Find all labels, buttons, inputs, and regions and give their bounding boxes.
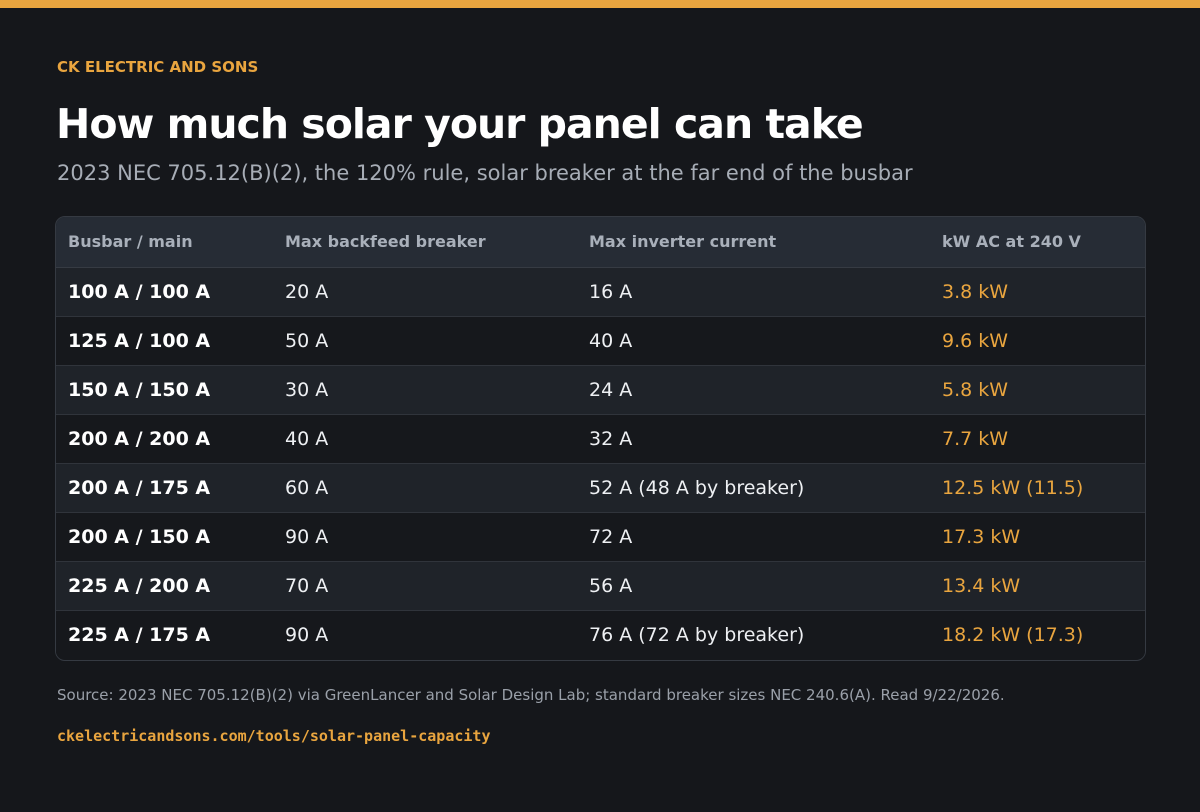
top-accent-bar (0, 0, 1200, 8)
cell-kw-ac: 9.6 kW (930, 316, 1145, 366)
cell-inverter-current: 52 A (48 A by breaker) (577, 463, 930, 513)
table-row: 125 A / 100 A 50 A 40 A 9.6 kW (56, 316, 1145, 366)
table-row: 200 A / 150 A 90 A 72 A 17.3 kW (56, 512, 1145, 562)
cell-inverter-current: 76 A (72 A by breaker) (589, 623, 805, 646)
table-header-row: Busbar / main Max backfeed breaker Max i… (56, 217, 1145, 268)
cell-inverter-current: 72 A (577, 512, 930, 562)
cell-backfeed-breaker: 20 A (273, 267, 577, 317)
cell-kw-ac: 3.8 kW (930, 267, 1145, 317)
cell-inverter-current: 40 A (577, 316, 930, 366)
capacity-table-container: Busbar / main Max backfeed breaker Max i… (55, 216, 1146, 661)
cell-busbar-main: 225 A / 175 A (68, 623, 211, 646)
header-max-backfeed-breaker: Max backfeed breaker (273, 217, 577, 268)
cell-backfeed-breaker: 30 A (273, 365, 577, 415)
table-row: 225 A / 200 A 70 A 56 A 13.4 kW (56, 561, 1145, 611)
source-note: Source: 2023 NEC 705.12(B)(2) via GreenL… (57, 686, 1005, 704)
page-title: How much solar your panel can take (56, 100, 864, 148)
table-row: 100 A / 100 A 20 A 16 A 3.8 kW (56, 267, 1145, 317)
cell-backfeed-breaker: 50 A (273, 316, 577, 366)
cell-busbar-main: 200 A / 150 A (56, 512, 273, 562)
cell-busbar-main: 125 A / 100 A (56, 316, 273, 366)
cell-kw-ac: 17.3 kW (930, 512, 1145, 562)
cell-kw-ac: 5.8 kW (930, 365, 1145, 415)
cell-kw-ac: 7.7 kW (930, 414, 1145, 464)
cell-busbar-main: 100 A / 100 A (56, 267, 273, 317)
table-row: 225 A / 175 A 90 A 76 A (72 A by breaker… (56, 610, 1145, 659)
cell-kw-ac: 12.5 kW (11.5) (930, 463, 1145, 513)
cell-kw-ac: 18.2 kW (17.3) (942, 623, 1084, 646)
header-busbar-main: Busbar / main (56, 217, 273, 268)
cell-inverter-current: 56 A (577, 561, 930, 611)
brand-name: CK ELECTRIC AND SONS (57, 58, 259, 76)
cell-backfeed-breaker: 90 A (273, 512, 577, 562)
cell-busbar-main: 150 A / 150 A (56, 365, 273, 415)
cell-busbar-main: 200 A / 200 A (56, 414, 273, 464)
cell-backfeed-breaker: 70 A (273, 561, 577, 611)
table-row: 200 A / 200 A 40 A 32 A 7.7 kW (56, 414, 1145, 464)
cell-inverter-current: 24 A (577, 365, 930, 415)
cell-backfeed-breaker: 40 A (273, 414, 577, 464)
cell-busbar-main: 225 A / 200 A (56, 561, 273, 611)
table-row: 200 A / 175 A 60 A 52 A (48 A by breaker… (56, 463, 1145, 513)
capacity-table: Busbar / main Max backfeed breaker Max i… (56, 217, 1145, 659)
page-subtitle: 2023 NEC 705.12(B)(2), the 120% rule, so… (57, 161, 913, 185)
table-row: 150 A / 150 A 30 A 24 A 5.8 kW (56, 365, 1145, 415)
cell-busbar-main: 200 A / 175 A (56, 463, 273, 513)
tool-url-link[interactable]: ckelectricandsons.com/tools/solar-panel-… (57, 727, 491, 745)
cell-backfeed-breaker: 90 A (285, 623, 329, 646)
cell-inverter-current: 32 A (577, 414, 930, 464)
cell-kw-ac: 13.4 kW (930, 561, 1145, 611)
header-max-inverter-current: Max inverter current (577, 217, 930, 268)
header-kw-ac: kW AC at 240 V (930, 217, 1145, 268)
cell-backfeed-breaker: 60 A (273, 463, 577, 513)
cell-inverter-current: 16 A (577, 267, 930, 317)
